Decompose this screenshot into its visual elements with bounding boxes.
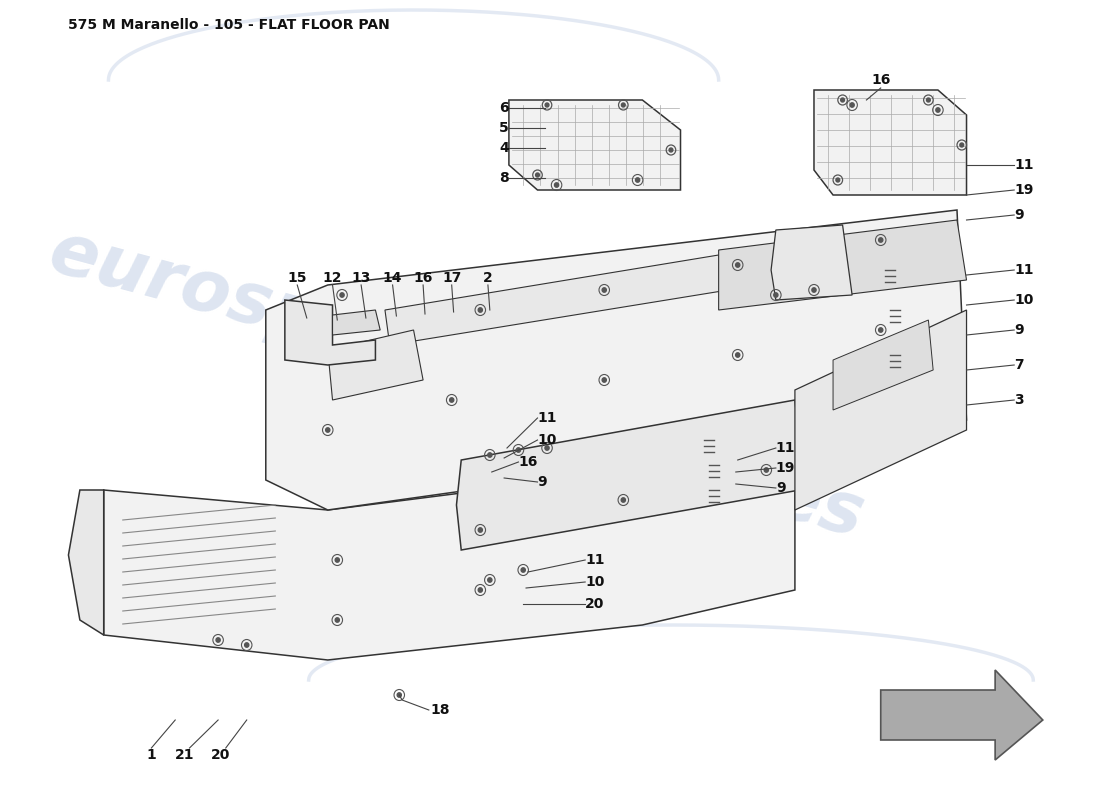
Text: 9: 9 bbox=[1014, 323, 1024, 337]
Circle shape bbox=[478, 528, 483, 532]
Text: 21: 21 bbox=[175, 748, 195, 762]
Circle shape bbox=[487, 578, 492, 582]
Circle shape bbox=[536, 173, 539, 177]
Circle shape bbox=[602, 378, 606, 382]
Circle shape bbox=[244, 643, 249, 647]
Polygon shape bbox=[456, 400, 800, 550]
Circle shape bbox=[836, 178, 839, 182]
Polygon shape bbox=[285, 300, 375, 365]
Polygon shape bbox=[833, 320, 933, 410]
Circle shape bbox=[736, 262, 740, 267]
Circle shape bbox=[764, 468, 769, 472]
Circle shape bbox=[216, 638, 220, 642]
Circle shape bbox=[621, 103, 625, 107]
Circle shape bbox=[840, 98, 845, 102]
Text: 3: 3 bbox=[1014, 393, 1024, 407]
Polygon shape bbox=[718, 220, 967, 310]
Text: eurospares: eurospares bbox=[412, 367, 872, 553]
Text: 10: 10 bbox=[585, 575, 605, 589]
Text: 12: 12 bbox=[322, 271, 342, 285]
Text: 17: 17 bbox=[442, 271, 461, 285]
Text: 575 M Maranello - 105 - FLAT FLOOR PAN: 575 M Maranello - 105 - FLAT FLOOR PAN bbox=[68, 18, 390, 32]
Polygon shape bbox=[881, 670, 1043, 760]
Circle shape bbox=[521, 568, 526, 572]
Text: 14: 14 bbox=[383, 271, 403, 285]
Text: 18: 18 bbox=[431, 703, 450, 717]
Text: 16: 16 bbox=[518, 455, 538, 469]
Circle shape bbox=[960, 143, 964, 147]
Text: 9: 9 bbox=[776, 481, 785, 495]
Circle shape bbox=[936, 108, 940, 112]
Text: 16: 16 bbox=[414, 271, 432, 285]
Polygon shape bbox=[332, 310, 381, 335]
Circle shape bbox=[326, 428, 330, 432]
Polygon shape bbox=[385, 255, 728, 345]
Text: 6: 6 bbox=[499, 101, 509, 115]
Circle shape bbox=[450, 398, 454, 402]
Text: 1: 1 bbox=[146, 748, 156, 762]
Text: 2: 2 bbox=[483, 271, 493, 285]
Circle shape bbox=[478, 588, 483, 592]
Circle shape bbox=[926, 98, 931, 102]
Circle shape bbox=[546, 103, 549, 107]
Circle shape bbox=[340, 293, 344, 297]
Text: 7: 7 bbox=[1014, 358, 1024, 372]
Text: 11: 11 bbox=[776, 441, 795, 455]
Text: 5: 5 bbox=[499, 121, 509, 135]
Text: 9: 9 bbox=[538, 475, 547, 489]
Text: 20: 20 bbox=[211, 748, 231, 762]
Text: 11: 11 bbox=[538, 411, 557, 425]
Polygon shape bbox=[509, 100, 681, 190]
Text: 19: 19 bbox=[776, 461, 795, 475]
Text: 11: 11 bbox=[585, 553, 605, 567]
Polygon shape bbox=[771, 225, 852, 300]
Text: 4: 4 bbox=[499, 141, 509, 155]
Circle shape bbox=[336, 618, 340, 622]
Circle shape bbox=[669, 148, 673, 152]
Circle shape bbox=[879, 238, 883, 242]
Circle shape bbox=[636, 178, 640, 182]
Text: 10: 10 bbox=[1014, 293, 1034, 307]
Circle shape bbox=[850, 102, 855, 107]
Polygon shape bbox=[814, 90, 967, 195]
Circle shape bbox=[478, 308, 483, 312]
Circle shape bbox=[773, 293, 778, 297]
Circle shape bbox=[516, 448, 520, 452]
Circle shape bbox=[602, 288, 606, 292]
Polygon shape bbox=[795, 310, 967, 510]
Text: 8: 8 bbox=[499, 171, 509, 185]
Text: 13: 13 bbox=[351, 271, 371, 285]
Text: 15: 15 bbox=[287, 271, 307, 285]
Text: 11: 11 bbox=[1014, 158, 1034, 172]
Text: 19: 19 bbox=[1014, 183, 1034, 197]
Circle shape bbox=[336, 558, 340, 562]
Circle shape bbox=[736, 353, 740, 357]
Text: eurospares: eurospares bbox=[41, 218, 501, 402]
Circle shape bbox=[544, 446, 549, 450]
Circle shape bbox=[397, 693, 401, 697]
Polygon shape bbox=[103, 430, 795, 660]
Polygon shape bbox=[328, 330, 424, 400]
Polygon shape bbox=[68, 490, 103, 635]
Circle shape bbox=[621, 498, 626, 502]
Circle shape bbox=[487, 453, 492, 457]
Text: 11: 11 bbox=[1014, 263, 1034, 277]
Circle shape bbox=[812, 288, 816, 292]
Circle shape bbox=[879, 328, 883, 332]
Text: 9: 9 bbox=[1014, 208, 1024, 222]
Text: 16: 16 bbox=[871, 73, 890, 87]
Text: 20: 20 bbox=[585, 597, 605, 611]
Polygon shape bbox=[266, 210, 967, 510]
Circle shape bbox=[554, 182, 559, 187]
Text: 10: 10 bbox=[538, 433, 557, 447]
